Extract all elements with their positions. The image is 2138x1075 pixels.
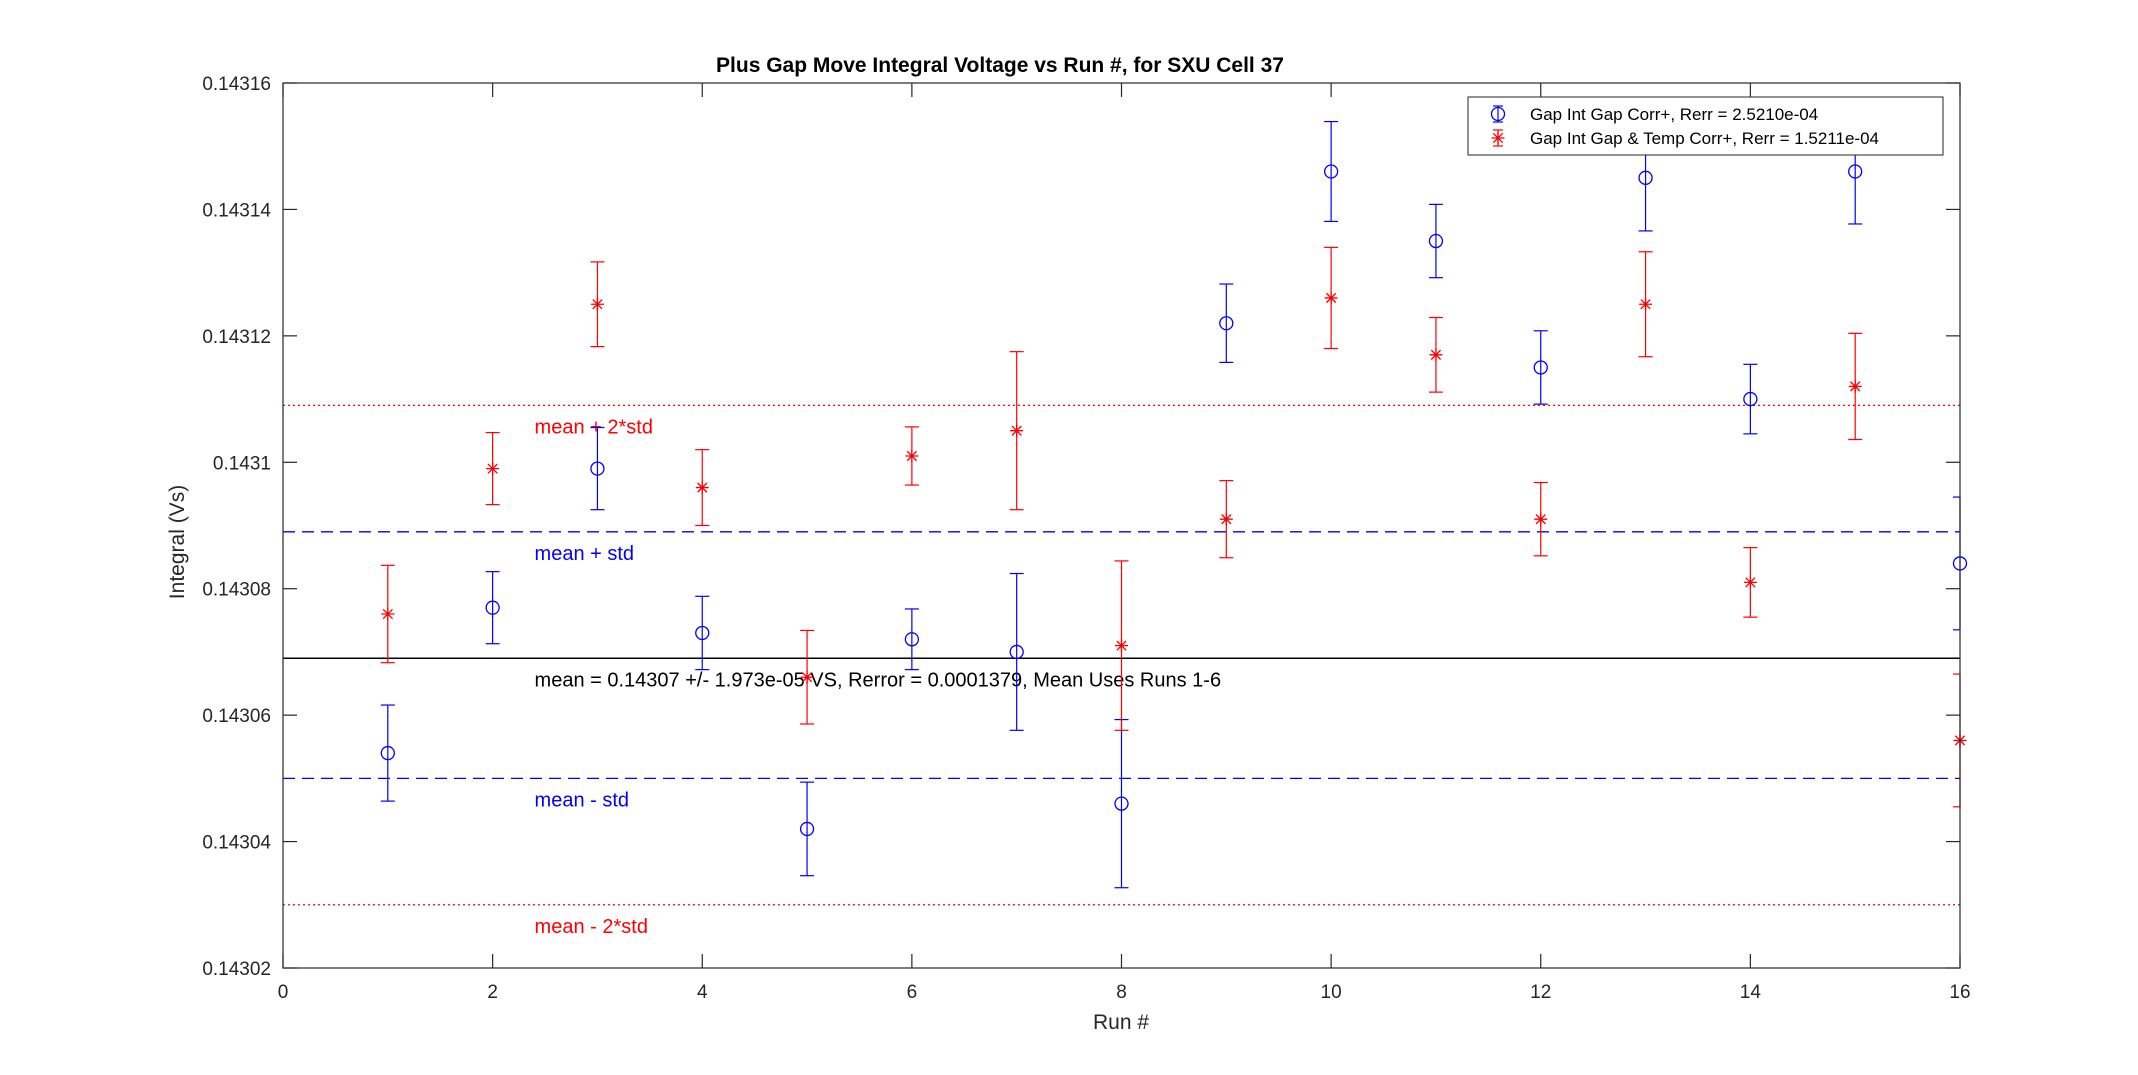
y-tick-label: 0.14314 [202, 200, 271, 221]
x-tick-label: 0 [278, 982, 289, 1003]
data-point [1115, 639, 1128, 653]
reference-line-label: mean - 2*std [535, 916, 648, 938]
legend-box [1467, 96, 1944, 156]
y-tick-label: 0.1431 [213, 453, 271, 474]
reference-line-label: mean = 0.14307 +/- 1.973e-05 VS, Rerror … [535, 669, 1222, 691]
legend-marker [1491, 131, 1505, 145]
data-point [1638, 170, 1653, 185]
legend-entry: Gap Int Gap Corr+, Rerr = 2.5210e-04 [1530, 105, 1818, 124]
x-tick-label: 8 [1116, 982, 1127, 1003]
data-point [1534, 512, 1548, 526]
data-point [590, 461, 605, 476]
chart-title: Plus Gap Move Integral Voltage vs Run #,… [716, 54, 1284, 77]
data-point [485, 600, 500, 615]
data-point [1219, 316, 1234, 331]
reference-line-labels: mean = 0.14307 +/- 1.973e-05 VS, Rerror … [535, 416, 1222, 937]
data-point [695, 625, 710, 641]
x-tick-label: 12 [1530, 982, 1551, 1003]
x-tick-label: 16 [1949, 982, 1970, 1003]
legend: Gap Int Gap Corr+, Rerr = 2.5210e-04 Gap … [1467, 96, 1944, 156]
data-point [1009, 644, 1024, 660]
y-axis-label: Integral (Vs) [166, 485, 189, 599]
data-point [381, 607, 395, 621]
reference-line-label: mean + std [535, 543, 635, 565]
data-point [1323, 164, 1339, 179]
data-point [1743, 575, 1757, 589]
y-tick-label: 0.14308 [202, 580, 271, 601]
data-point [1324, 291, 1338, 305]
data-point [590, 297, 604, 311]
y-tick-label: 0.14302 [202, 959, 271, 980]
x-tick-label: 6 [907, 982, 918, 1003]
x-tick-label: 10 [1321, 982, 1342, 1003]
data-point [1114, 796, 1129, 811]
legend-marker [1490, 106, 1506, 122]
data-point [1743, 391, 1758, 407]
data-point [1428, 233, 1444, 249]
data-point [1848, 164, 1863, 179]
y-tick-label: 0.14316 [202, 74, 271, 95]
x-tick-label: 4 [697, 982, 708, 1003]
data-point [1533, 360, 1548, 375]
data-point [1848, 379, 1862, 393]
data-point [799, 821, 815, 837]
data-point [904, 632, 920, 647]
data-point [1010, 424, 1024, 438]
data-point [1639, 297, 1653, 311]
y-axis-ticks: 0.14302 0.14304 0.14306 0.14308 0.1431 0.1431… [202, 74, 1960, 980]
x-tick-label: 2 [487, 982, 498, 1003]
data-point [905, 449, 919, 463]
legend-entry: Gap Int Gap & Temp Corr+, Rerr = 1.5211e… [1530, 129, 1879, 148]
y-tick-label: 0.14304 [202, 833, 271, 854]
y-tick-label: 0.14312 [202, 327, 271, 348]
data-point [1429, 348, 1443, 362]
y-tick-label: 0.14306 [202, 706, 271, 727]
series-gap-corr [380, 118, 1968, 889]
data-point [695, 481, 709, 495]
data-point [380, 745, 395, 761]
data-point [800, 670, 814, 684]
x-axis-label: Run # [1093, 1011, 1149, 1034]
x-axis-ticks: 0 2 4 6 8 10 12 14 16 [278, 83, 1971, 1003]
x-tick-label: 14 [1740, 982, 1762, 1003]
reference-line-label: mean - std [535, 789, 629, 811]
data-point [1219, 512, 1233, 526]
data-point [486, 462, 500, 476]
